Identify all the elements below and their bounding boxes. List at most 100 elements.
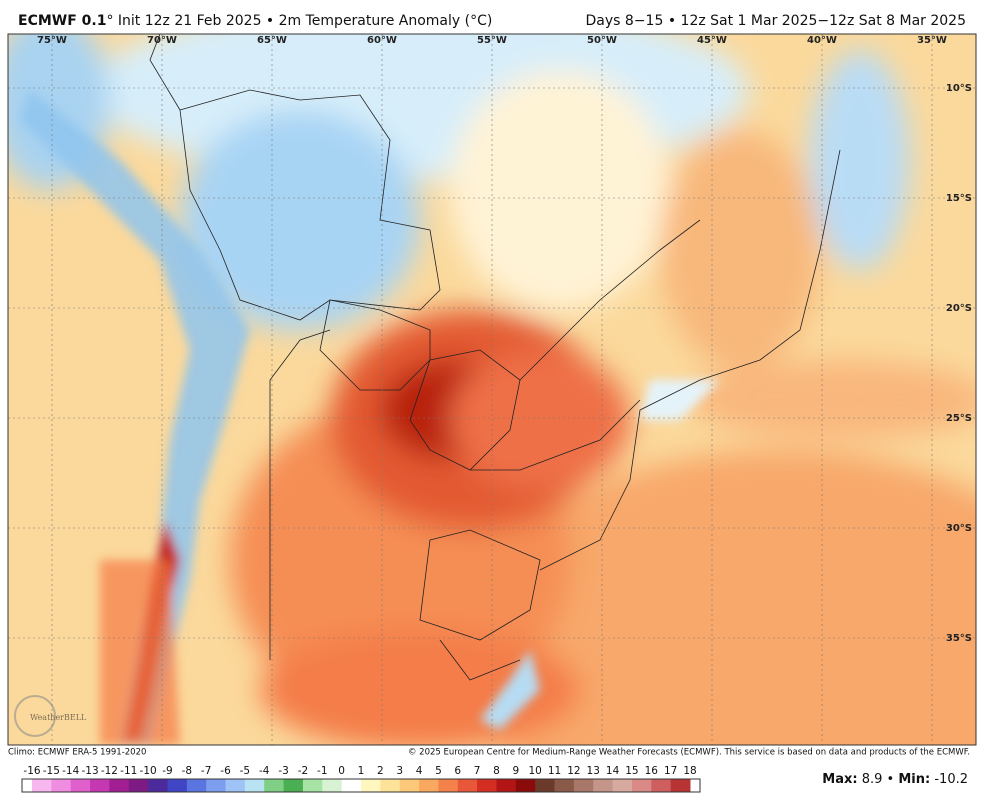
lon-label: 45°W bbox=[697, 35, 727, 46]
lon-label: 60°W bbox=[367, 35, 397, 46]
colorbar-label: 0 bbox=[338, 765, 345, 777]
colorbar-cell bbox=[264, 779, 285, 792]
colorbar-label: 15 bbox=[625, 765, 638, 777]
colorbar-label: 3 bbox=[396, 765, 403, 777]
map-frame bbox=[7, 33, 977, 746]
min-value: -10.2 bbox=[934, 772, 968, 787]
watermark: WeatherBELL bbox=[14, 695, 87, 737]
colorbar-cell bbox=[419, 779, 439, 792]
lon-label: 50°W bbox=[587, 35, 617, 46]
colorbar-label: -16 bbox=[23, 765, 40, 777]
title: ECMWF 0.1° Init 12z 21 Feb 2025 • 2m Tem… bbox=[18, 13, 492, 29]
colorbar-cell bbox=[670, 779, 691, 792]
colorbar-cell bbox=[322, 779, 343, 792]
colorbar-label: 9 bbox=[512, 765, 519, 777]
colorbar-cell bbox=[573, 779, 594, 792]
colorbar-label: -15 bbox=[43, 765, 60, 777]
colorbar-cell bbox=[128, 779, 149, 792]
colorbar-label: 11 bbox=[548, 765, 561, 777]
colorbar-cell bbox=[51, 779, 72, 792]
colorbar-label: -5 bbox=[240, 765, 250, 777]
lat-label: 30°S bbox=[946, 523, 972, 534]
lat-label: 35°S bbox=[946, 633, 972, 644]
colorbar-cell bbox=[361, 779, 381, 792]
colorbar-label: -6 bbox=[220, 765, 231, 777]
lon-label: 65°W bbox=[257, 35, 287, 46]
lat-label: 15°S bbox=[946, 193, 972, 204]
title-model: ECMWF 0.1 bbox=[18, 13, 106, 29]
colorbar-label: -7 bbox=[201, 765, 211, 777]
colorbar-label: 13 bbox=[587, 765, 600, 777]
colorbar-label: 2 bbox=[377, 765, 384, 777]
valid-time: Days 8−15 • 12z Sat 1 Mar 2025−12z Sat 8… bbox=[586, 13, 966, 29]
colorbar-cell bbox=[341, 779, 362, 792]
colorbar-cell bbox=[109, 779, 130, 792]
colorbar-cell bbox=[225, 779, 246, 792]
title-rest: ° Init 12z 21 Feb 2025 • 2m Temperature … bbox=[106, 13, 492, 29]
min-label: Min: bbox=[898, 772, 930, 787]
colorbar-label: -3 bbox=[278, 765, 288, 777]
separator: • bbox=[887, 772, 895, 787]
colorbar-cell bbox=[32, 779, 52, 792]
colorbar-label: -14 bbox=[62, 765, 79, 777]
colorbar-label: -4 bbox=[259, 765, 270, 777]
lon-label: 75°W bbox=[37, 35, 67, 46]
colorbar-label: 14 bbox=[606, 765, 620, 777]
lat-label: 10°S bbox=[946, 83, 972, 94]
colorbar-label: 18 bbox=[683, 765, 696, 777]
colorbar-cell bbox=[457, 779, 478, 792]
colorbar-label: 5 bbox=[435, 765, 442, 777]
colorbar-frame bbox=[21, 778, 701, 793]
colorbar-cell bbox=[612, 779, 633, 792]
stats: Max: 8.9 • Min: -10.2 bbox=[822, 772, 968, 787]
colorbar-cell bbox=[651, 779, 672, 792]
colorbar-cell bbox=[302, 779, 323, 792]
colorbar-cell bbox=[554, 779, 575, 792]
colorbar: -16 -15 -14 -13 -12 -11 -10 -9 -8 -7 -6 -5 -4 -3 -2 -1 0… bbox=[21, 765, 701, 793]
colorbar-label: 12 bbox=[567, 765, 580, 777]
colorbar-label: -12 bbox=[101, 765, 118, 777]
colorbar-label: -8 bbox=[182, 765, 192, 777]
colorbar-label: 1 bbox=[358, 765, 365, 777]
colorbar-cell bbox=[186, 779, 207, 792]
colorbar-cell bbox=[70, 779, 91, 792]
max-label: Max: bbox=[822, 772, 857, 787]
colorbar-label: 8 bbox=[493, 765, 500, 777]
colorbar-label: 4 bbox=[416, 765, 423, 777]
colorbar-label: -1 bbox=[317, 765, 327, 777]
lon-label: 70°W bbox=[147, 35, 177, 46]
colorbar-cell bbox=[477, 779, 497, 792]
colorbar-cell bbox=[593, 779, 614, 792]
colorbar-cell bbox=[515, 779, 536, 792]
colorbar-cell bbox=[148, 779, 168, 792]
colorbar-cell bbox=[438, 779, 459, 792]
colorbar-label: -9 bbox=[162, 765, 172, 777]
climo-note: Climo: ECMWF ERA-5 1991-2020 bbox=[8, 748, 146, 758]
max-value: 8.9 bbox=[862, 772, 883, 787]
watermark-text: WeatherBELL bbox=[30, 713, 87, 722]
colorbar-cell bbox=[283, 779, 304, 792]
copyright: © 2025 European Centre for Medium-Range … bbox=[408, 748, 970, 758]
colorbar-label: -10 bbox=[140, 765, 157, 777]
boundaries bbox=[149, 34, 841, 681]
colorbar-label: -13 bbox=[81, 765, 98, 777]
colorbar-label: 10 bbox=[528, 765, 541, 777]
colorbar-cell bbox=[244, 779, 265, 792]
colorbar-label: -11 bbox=[120, 765, 137, 777]
lon-label: 35°W bbox=[917, 35, 947, 46]
colorbar-cell bbox=[399, 779, 420, 792]
colorbar-label: 7 bbox=[474, 765, 481, 777]
colorbar-cell bbox=[380, 779, 401, 792]
graticule bbox=[8, 34, 976, 745]
colorbar-label: 6 bbox=[454, 765, 461, 777]
lon-label: 40°W bbox=[807, 35, 837, 46]
colorbar-cell bbox=[90, 779, 110, 792]
lat-label: 20°S bbox=[946, 303, 972, 314]
colorbar-cell bbox=[535, 779, 556, 792]
colorbar-label: 17 bbox=[664, 765, 677, 777]
lon-label: 55°W bbox=[477, 35, 507, 46]
colorbar-cell bbox=[167, 779, 188, 792]
